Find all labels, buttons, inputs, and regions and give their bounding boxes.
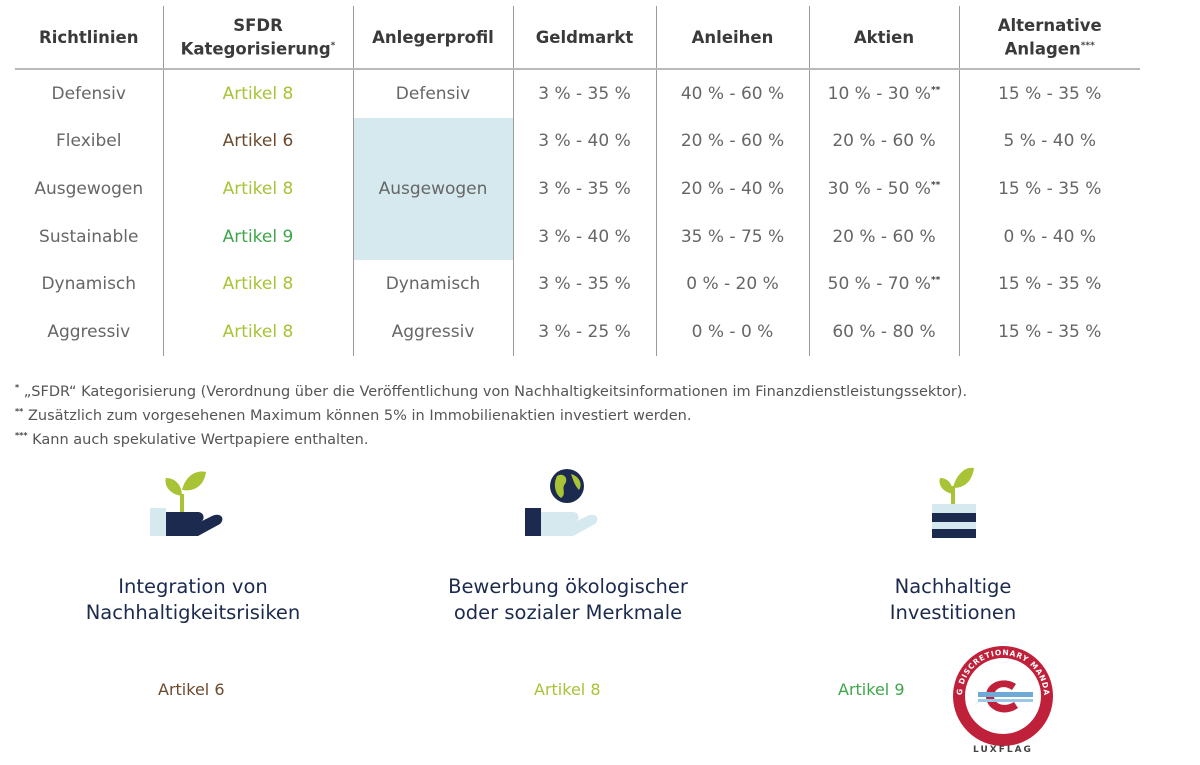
cell-aktien: 20 % - 60 % [809,212,960,261]
cell-geldmarkt: 3 % - 35 % [513,165,657,213]
cell-sfdr: Artikel 8 [163,260,354,308]
table-row: Flexibel Artikel 6 Ausgewogen 3 % - 40 %… [15,117,1140,261]
cell-alternative: 15 % - 35 % [998,274,1102,295]
cell-geldmarkt: 3 % - 40 % [513,212,657,261]
cell-richtlinie: Defensiv [15,69,164,118]
header-richtlinien: Richtlinien [15,6,164,70]
cell-profile: Defensiv [353,69,514,118]
cell-anleihen: 20 % - 40 % [656,165,810,213]
header-anleihen: Anleihen [656,6,810,70]
cell-sfdr: Artikel 8 [163,307,354,356]
pillar-article-9: Artikel 9 [838,680,905,699]
footnotes: * „SFDR“ Kategorisierung (Verordnung übe… [15,378,1185,449]
cell-geldmarkt: 3 % - 40 % [513,117,657,166]
cell-anleihen: 0 % - 20 % [656,260,810,308]
cell-anleihen: 0 % - 0 % [656,307,810,356]
svg-text:LUXFLAG: LUXFLAG [973,745,1033,755]
cell-anleihen: 40 % - 60 % [656,69,810,118]
cell-richtlinie: Aggressiv [15,307,164,356]
cell-aktien: 60 % - 80 % [809,307,960,356]
cell-profile: Aggressiv [353,307,514,356]
cell-alternative: 5 % - 40 % [1003,131,1096,152]
allocation-table-container: Richtlinien SFDR Kategorisierung* Anleger… [15,6,1140,356]
header-alternative: Alternative Anlagen*** [959,6,1140,70]
footnote: *** Kann auch spekulative Wertpapiere en… [15,430,369,448]
pillar-integration: Integration von Nachhaltigkeitsrisiken [23,460,363,626]
header-anlegerprofil: Anlegerprofil [353,6,514,70]
table-header-row: Richtlinien SFDR Kategorisierung* Anleger… [15,6,1140,70]
cell-alternative: 15 % - 35 % [998,178,1102,199]
cell-alternative: 0 % - 40 % [1003,226,1096,247]
pillar-article-8: Artikel 8 [534,680,601,699]
header-geldmarkt: Geldmarkt [513,6,657,70]
cell-aktien: 30 % - 50 %** [809,165,960,213]
cell-alternative: 15 % - 35 % [998,83,1102,104]
cell-sfdr: Artikel 9 [163,212,354,261]
cell-richtlinie: Dynamisch [15,260,164,308]
plant-in-hand-icon [150,471,223,536]
table-row: Ausgewogen Artikel 8 3 % - 35 % 20 % - 4… [15,165,1140,213]
header-sfdr: SFDR Kategorisierung* [163,6,354,70]
allocation-table: Richtlinien SFDR Kategorisierung* Anleger… [15,6,1140,356]
cell-aktien: 20 % - 60 % [809,117,960,166]
cell-sfdr: Artikel 8 [163,165,354,213]
cell-aktien: 50 % - 70 %** [809,260,960,308]
cell-profile: Dynamisch [353,260,514,308]
cell-geldmarkt: 3 % - 35 % [513,260,657,308]
pillar-title: Integration von Nachhaltigkeitsrisiken [85,575,301,624]
cell-anleihen: 35 % - 75 % [656,212,810,261]
cell-richtlinie: Sustainable [15,212,164,261]
cell-aktien: 10 % - 30 %** [809,69,960,118]
table-row: Dynamisch Artikel 8 Dynamisch 3 % - 35 %… [15,260,1140,308]
cell-sfdr: Artikel 6 [163,117,354,166]
luxflag-esg-badge-icon: ESG DISCRETIONARY MANDATE LUXFLAG [945,633,1058,755]
cell-sfdr: Artikel 8 [163,69,354,118]
cell-richtlinie: Flexibel [15,117,164,166]
pillar-icon-wrap [23,460,363,550]
cell-alternative: 15 % - 35 % [998,321,1102,342]
footnote: ** Zusätzlich zum vorgesehenen Maximum k… [15,406,692,424]
plant-on-stack-icon [932,467,976,538]
table-row: Aggressiv Artikel 8 Aggressiv 3 % - 25 %… [15,307,1140,356]
pillar-title: Nachhaltige Investitionen [889,575,1017,624]
globe-in-hand-icon [525,469,598,536]
pillar-article-6: Artikel 6 [158,680,225,699]
table-row: Sustainable Artikel 9 3 % - 40 % 35 % - … [15,212,1140,261]
pillar-promotion: Bewerbung ökologischer oder sozialer Merk… [398,460,738,626]
pillar-title: Bewerbung ökologischer oder sozialer Merk… [448,575,688,624]
header-aktien: Aktien [809,6,960,70]
cell-geldmarkt: 3 % - 35 % [513,69,657,118]
cell-anleihen: 20 % - 60 % [656,117,810,166]
pillar-icon-wrap [398,460,738,550]
pillar-sustainable: Nachhaltige Investitionen [783,460,1123,626]
cell-geldmarkt: 3 % - 25 % [513,307,657,356]
cell-profile-ausgewogen: Ausgewogen [353,117,514,261]
footnote: * „SFDR“ Kategorisierung (Verordnung übe… [15,383,968,400]
cell-richtlinie: Ausgewogen [15,165,164,213]
table-row: Defensiv Artikel 8 Defensiv 3 % - 35 % 4… [15,69,1140,118]
pillar-icon-wrap [783,460,1123,550]
